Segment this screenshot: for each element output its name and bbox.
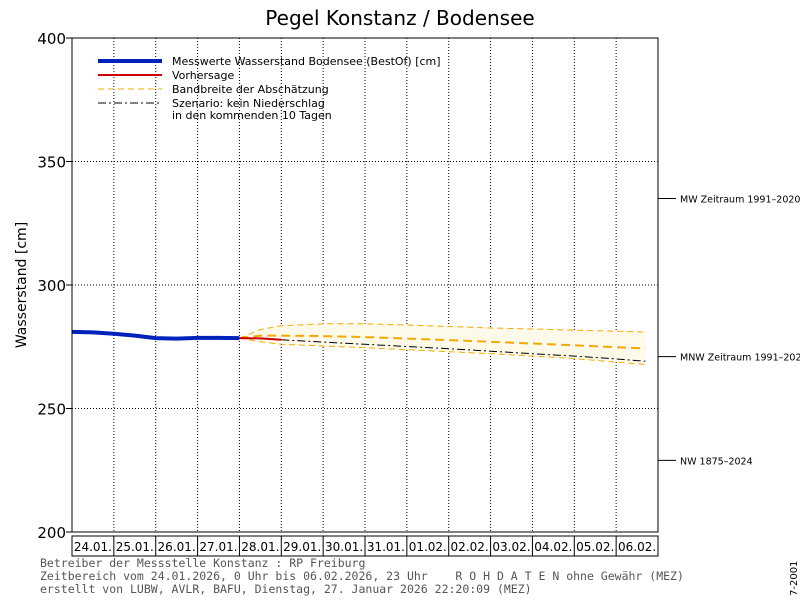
y-tick-label: 200	[37, 524, 66, 542]
legend-label: Messwerte Wasserstand Bodensee (BestOf) …	[172, 55, 441, 68]
forecast-line	[239, 337, 282, 341]
footer-operator: Betreiber der Messstelle Konstanz : RP F…	[40, 556, 366, 570]
band-lower-line	[239, 337, 646, 365]
x-tick-label: 26.01.	[158, 540, 196, 554]
band-upper-line	[239, 323, 646, 339]
chart-title: Pegel Konstanz / Bodensee	[265, 6, 534, 30]
band-fill-area	[239, 323, 646, 365]
x-tick-label: 28.01.	[241, 540, 279, 554]
scenario-line	[281, 339, 646, 362]
reference-level-label: NW 1875–2024	[680, 456, 753, 467]
legend-label: Vorhersage	[172, 69, 234, 82]
x-tick-label: 29.01.	[283, 540, 321, 554]
x-tick-label: 24.01.	[74, 540, 112, 554]
y-tick-label: 300	[37, 277, 66, 295]
x-tick-label: 27.01.	[199, 540, 237, 554]
footer-created: erstellt von LUBW, AVLR, BAFU, Dienstag,…	[40, 582, 532, 596]
x-tick-label: 06.02.	[618, 540, 656, 554]
x-tick-label: 01.02.	[409, 540, 447, 554]
x-tick-label: 05.02.	[576, 540, 614, 554]
side-code: 7-2001	[789, 560, 800, 596]
legend-label-line: Bandbreite der Abschätzung	[172, 83, 329, 96]
band-median-line	[239, 334, 646, 350]
reference-level-label: MW Zeitraum 1991–2020	[680, 195, 800, 206]
legend-label-line: Vorhersage	[172, 69, 234, 82]
x-tick-label: 30.01.	[325, 540, 363, 554]
y-tick-label: 250	[37, 401, 66, 419]
legend-label-line: Szenario: kein Niederschlag	[172, 97, 325, 110]
reference-level-label: MNW Zeitraum 1991–2020	[680, 353, 800, 364]
measured-series-line	[71, 329, 240, 341]
legend-label-line: in den kommenden 10 Tagen	[172, 109, 332, 122]
x-tick-label: 25.01.	[116, 540, 154, 554]
y-axis-label: Wasserstand [cm]	[14, 222, 30, 348]
legend-label: Szenario: kein Niederschlag in den kommen…	[172, 97, 332, 122]
footer-timerange: Zeitbereich vom 24.01.2026, 0 Uhr bis 06…	[40, 569, 684, 583]
y-tick-label: 400	[37, 30, 66, 48]
x-tick-label: 02.02.	[451, 540, 489, 554]
legend-label-line: Messwerte Wasserstand Bodensee (BestOf) …	[172, 55, 441, 68]
legend-label: Bandbreite der Abschätzung	[172, 83, 329, 96]
x-tick-label: 31.01.	[367, 540, 405, 554]
x-tick-label: 04.02.	[534, 540, 572, 554]
y-tick-label: 350	[37, 154, 66, 172]
x-tick-label: 03.02.	[492, 540, 530, 554]
